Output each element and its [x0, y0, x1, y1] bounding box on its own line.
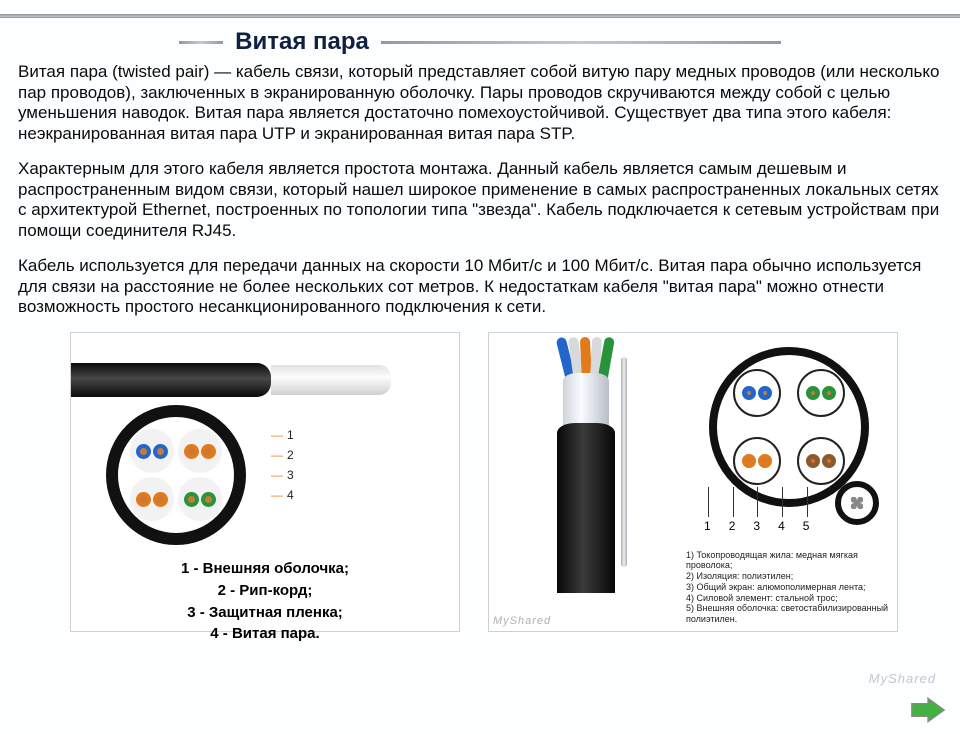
leader-num: 1 [704, 519, 711, 533]
leader-numbers: 1 2 3 4 [271, 425, 294, 505]
leader-numbers-right: 1 2 3 4 5 [704, 519, 809, 533]
legend-item: 4 - Витая пара. [71, 623, 459, 645]
pair-blue [733, 369, 781, 417]
leader-num: 1 [271, 425, 294, 445]
figures-row: 1 2 3 4 1 - Внешняя оболочка; 2 - Рип-ко… [0, 332, 960, 632]
pair-green [178, 477, 222, 521]
figure-legend-right: 1) Токопроводящая жила: медная мягкая пр… [686, 550, 891, 626]
legend-item: 2 - Рип-корд; [71, 580, 459, 602]
cable-render [489, 333, 689, 593]
title-rule-right [381, 41, 781, 44]
title-rule-left [179, 41, 223, 44]
legend-item: 1 - Внешняя оболочка; [71, 558, 459, 580]
figure-legend-left: 1 - Внешняя оболочка; 2 - Рип-корд; 3 - … [71, 558, 459, 645]
paragraph: Витая пара (twisted pair) — кабель связи… [18, 62, 942, 145]
leader-num: 4 [778, 519, 785, 533]
messenger-wire [621, 357, 627, 567]
legend-item: 3) Общий экран: алюмополимерная лента; [686, 582, 891, 593]
legend-item: 5) Внешняя оболочка: светостабилизирован… [686, 603, 891, 625]
cross-section [106, 405, 246, 545]
pair-orange [733, 437, 781, 485]
leader-num: 4 [271, 485, 294, 505]
leader-num: 2 [729, 519, 736, 533]
cable-exposed-foil [271, 365, 391, 395]
page-title: Витая пара [235, 28, 369, 56]
page-watermark: MyShared [869, 671, 936, 686]
leader-num: 3 [271, 465, 294, 485]
figure-utp: 1 2 3 4 1 - Внешняя оболочка; 2 - Рип-ко… [70, 332, 460, 632]
top-divider [0, 14, 960, 18]
legend-item: 2) Изоляция: полиэтилен; [686, 571, 891, 582]
pair-orange [178, 429, 222, 473]
legend-item: 3 - Защитная пленка; [71, 602, 459, 624]
leader-num: 3 [753, 519, 760, 533]
leader-num: 2 [271, 445, 294, 465]
leader-num: 5 [803, 519, 810, 533]
image-watermark: MyShared [493, 615, 551, 627]
pair-brown [797, 437, 845, 485]
outer-jacket [557, 423, 615, 593]
figure-ftp: MyShared 1 2 3 4 5 1) Токопроводящая жи [488, 332, 898, 632]
title-row: Витая пара [0, 28, 960, 56]
pair-orange2 [130, 477, 174, 521]
body-text: Витая пара (twisted pair) — кабель связи… [0, 56, 960, 318]
pair-blue [130, 429, 174, 473]
legend-item: 4) Силовой элемент: стальной трос; [686, 593, 891, 604]
pair-green [797, 369, 845, 417]
messenger-cross-section [835, 481, 879, 525]
legend-item: 1) Токопроводящая жила: медная мягкая пр… [686, 550, 891, 572]
paragraph: Характерным для этого кабеля является пр… [18, 159, 942, 242]
cable-jacket [71, 363, 271, 397]
paragraph: Кабель используется для передачи данных … [18, 256, 942, 318]
